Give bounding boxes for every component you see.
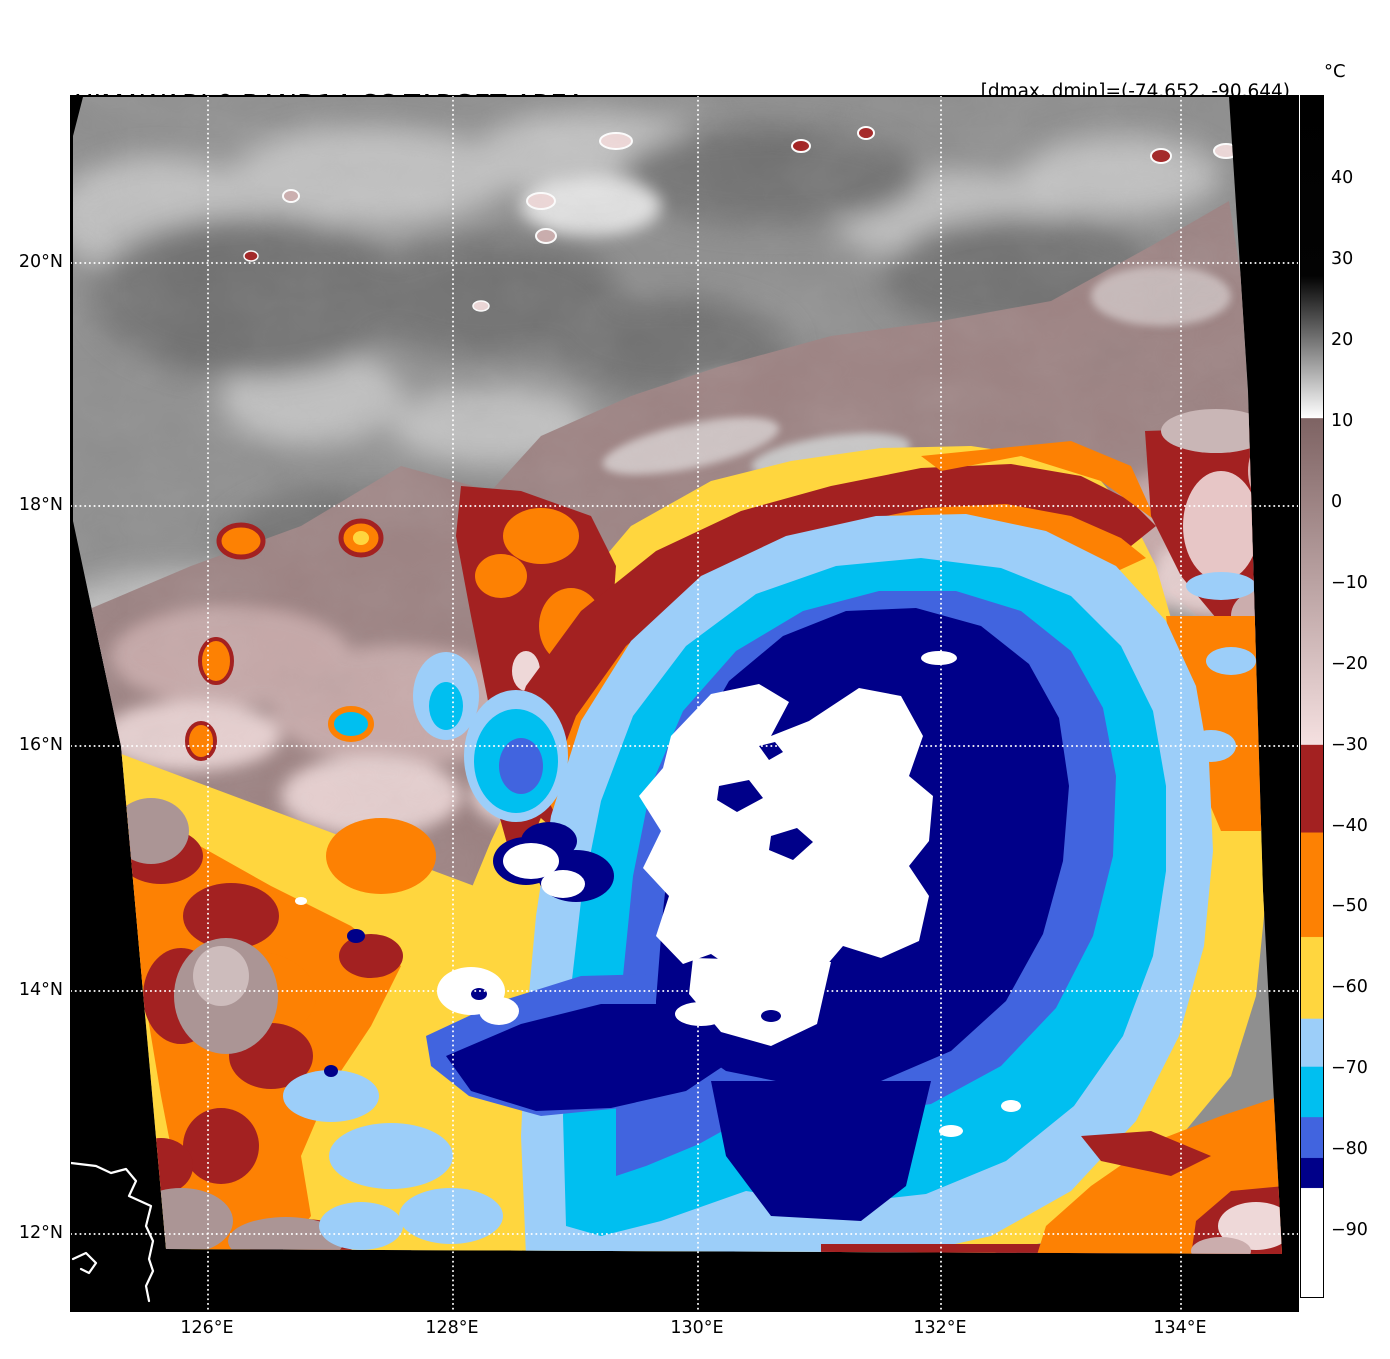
colorbar-tick-label: −70 [1331,1058,1368,1079]
colorbar-unit-label: °C [1324,61,1346,82]
lat-tick-label: 20°N [18,252,63,272]
colorbar-tick-label: −60 [1331,977,1368,998]
storm-white-cdo [437,651,1021,1137]
longitude-axis: 126°E 128°E 130°E 132°E 134°E [70,1318,1297,1342]
east-orange-strip [1166,616,1282,831]
latitude-axis: 20°N 18°N 16°N 14°N 12°N [0,95,63,1310]
colorbar-tick-label: 0 [1331,491,1343,512]
lat-tick-label: 12°N [18,1223,63,1243]
storm-red-arc [491,464,1156,876]
satellite-image-panel: Copyright © 2020-2025 Dapiya [70,95,1299,1312]
colorbar-tick-label: 40 [1331,168,1354,189]
satellite-data-region [73,97,1282,1254]
lon-tick-label: 134°E [1153,1318,1207,1338]
coastline [71,1161,155,1303]
lat-tick-label: 14°N [18,980,63,1000]
colorbar-tick-labels: 40 30 20 10 0 −10 −20 −30 −40 −50 −60 −70 −80 −90 [1331,95,1390,1298]
colorbar-tick-label: −90 [1331,1220,1368,1241]
colorbar-tick-label: −40 [1331,815,1368,836]
colorbar-tick-label: −10 [1331,572,1368,593]
colorbar-tick-label: −20 [1331,653,1368,674]
lon-tick-label: 128°E [425,1318,479,1338]
lon-tick-label: 132°E [913,1318,967,1338]
southeast-warm-features [821,1096,1282,1254]
colorbar-tick-label: 20 [1331,330,1354,351]
graticule [71,96,1298,1311]
lat-tick-label: 18°N [18,495,63,515]
temperature-colorbar [1300,95,1324,1298]
lat-tick-label: 16°N [18,735,63,755]
colorbar-tick-label: 30 [1331,249,1354,270]
colorbar-tick-label: −30 [1331,734,1368,755]
southwest-detail [111,652,568,1254]
satellite-image [71,96,1298,1311]
colorbar-tick-label: 10 [1331,411,1354,432]
colorbar-tick-label: −80 [1331,1139,1368,1160]
colorbar-tick-label: −50 [1331,896,1368,917]
lon-tick-label: 126°E [180,1318,234,1338]
lon-tick-label: 130°E [670,1318,724,1338]
